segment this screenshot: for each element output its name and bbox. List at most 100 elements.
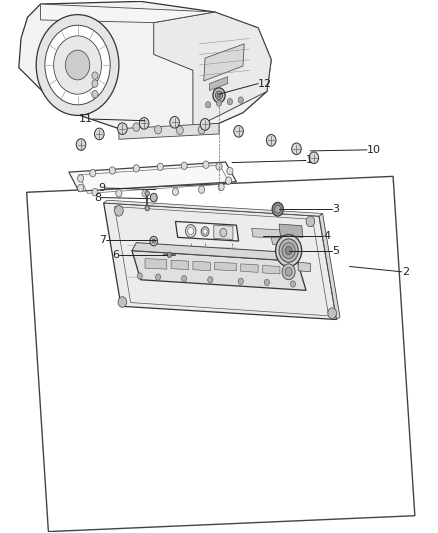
Polygon shape [132, 243, 302, 261]
Circle shape [306, 216, 315, 227]
Circle shape [216, 163, 222, 170]
Circle shape [220, 228, 227, 237]
Polygon shape [171, 260, 188, 270]
Text: 4: 4 [323, 231, 331, 241]
Circle shape [309, 152, 319, 164]
Circle shape [157, 163, 163, 171]
Polygon shape [262, 265, 280, 274]
Circle shape [116, 190, 122, 197]
Circle shape [292, 143, 301, 155]
Circle shape [117, 123, 127, 134]
Polygon shape [19, 2, 271, 131]
Circle shape [133, 123, 140, 131]
Polygon shape [241, 264, 258, 272]
Circle shape [139, 117, 149, 129]
Circle shape [185, 224, 196, 237]
Circle shape [133, 165, 139, 172]
Circle shape [218, 183, 224, 191]
Polygon shape [119, 123, 219, 139]
Circle shape [213, 88, 225, 103]
Polygon shape [209, 77, 228, 91]
Circle shape [208, 277, 213, 283]
Circle shape [285, 246, 292, 255]
Polygon shape [204, 44, 244, 81]
Polygon shape [145, 259, 167, 269]
Circle shape [150, 236, 158, 246]
Circle shape [209, 255, 229, 278]
Circle shape [216, 100, 222, 107]
Circle shape [90, 169, 96, 177]
Polygon shape [252, 228, 281, 238]
Text: 8: 8 [94, 192, 102, 203]
Polygon shape [27, 176, 415, 531]
Circle shape [238, 278, 244, 285]
Circle shape [264, 279, 269, 286]
Polygon shape [104, 200, 322, 216]
Text: 5: 5 [332, 246, 339, 256]
Circle shape [279, 239, 298, 262]
Circle shape [152, 239, 155, 243]
Circle shape [285, 268, 292, 276]
Circle shape [65, 50, 90, 80]
Polygon shape [104, 203, 336, 319]
Circle shape [200, 118, 210, 130]
Circle shape [115, 206, 123, 216]
Circle shape [76, 139, 86, 150]
Circle shape [45, 25, 110, 105]
Circle shape [217, 93, 221, 98]
Polygon shape [193, 261, 210, 271]
Circle shape [282, 264, 295, 280]
Circle shape [170, 116, 180, 128]
Polygon shape [319, 214, 340, 319]
Circle shape [177, 126, 184, 134]
Circle shape [203, 229, 207, 234]
Circle shape [227, 167, 233, 175]
Polygon shape [41, 4, 215, 22]
Circle shape [142, 190, 148, 197]
Circle shape [145, 191, 149, 196]
Circle shape [95, 128, 104, 140]
Circle shape [36, 14, 119, 115]
Circle shape [78, 175, 84, 182]
Circle shape [272, 203, 283, 216]
Circle shape [213, 259, 225, 274]
Polygon shape [176, 221, 239, 241]
Circle shape [145, 206, 149, 211]
Polygon shape [271, 237, 290, 245]
Circle shape [137, 273, 142, 279]
Circle shape [290, 281, 296, 287]
Text: 2: 2 [402, 267, 409, 277]
Circle shape [201, 227, 209, 236]
Circle shape [155, 274, 161, 280]
Circle shape [187, 227, 194, 235]
Circle shape [92, 80, 98, 87]
Circle shape [182, 276, 187, 282]
Circle shape [78, 184, 84, 192]
Circle shape [53, 36, 102, 94]
Circle shape [92, 72, 98, 79]
Text: 11: 11 [79, 114, 93, 124]
Circle shape [282, 243, 295, 259]
Text: 6: 6 [112, 250, 119, 260]
Circle shape [181, 162, 187, 169]
Circle shape [173, 188, 179, 196]
Circle shape [110, 167, 116, 174]
Circle shape [266, 134, 276, 146]
Circle shape [150, 193, 157, 202]
Polygon shape [69, 162, 237, 191]
Circle shape [92, 189, 98, 196]
Circle shape [203, 161, 209, 168]
Circle shape [118, 297, 127, 308]
Text: 10: 10 [367, 145, 381, 155]
Circle shape [167, 252, 172, 257]
Circle shape [226, 177, 232, 184]
Text: 3: 3 [332, 204, 339, 214]
Circle shape [155, 125, 162, 134]
Circle shape [198, 186, 205, 193]
Polygon shape [154, 12, 271, 128]
Text: 7: 7 [99, 235, 106, 245]
Polygon shape [132, 251, 306, 290]
Circle shape [234, 125, 244, 137]
Circle shape [92, 91, 98, 98]
Polygon shape [214, 225, 233, 239]
